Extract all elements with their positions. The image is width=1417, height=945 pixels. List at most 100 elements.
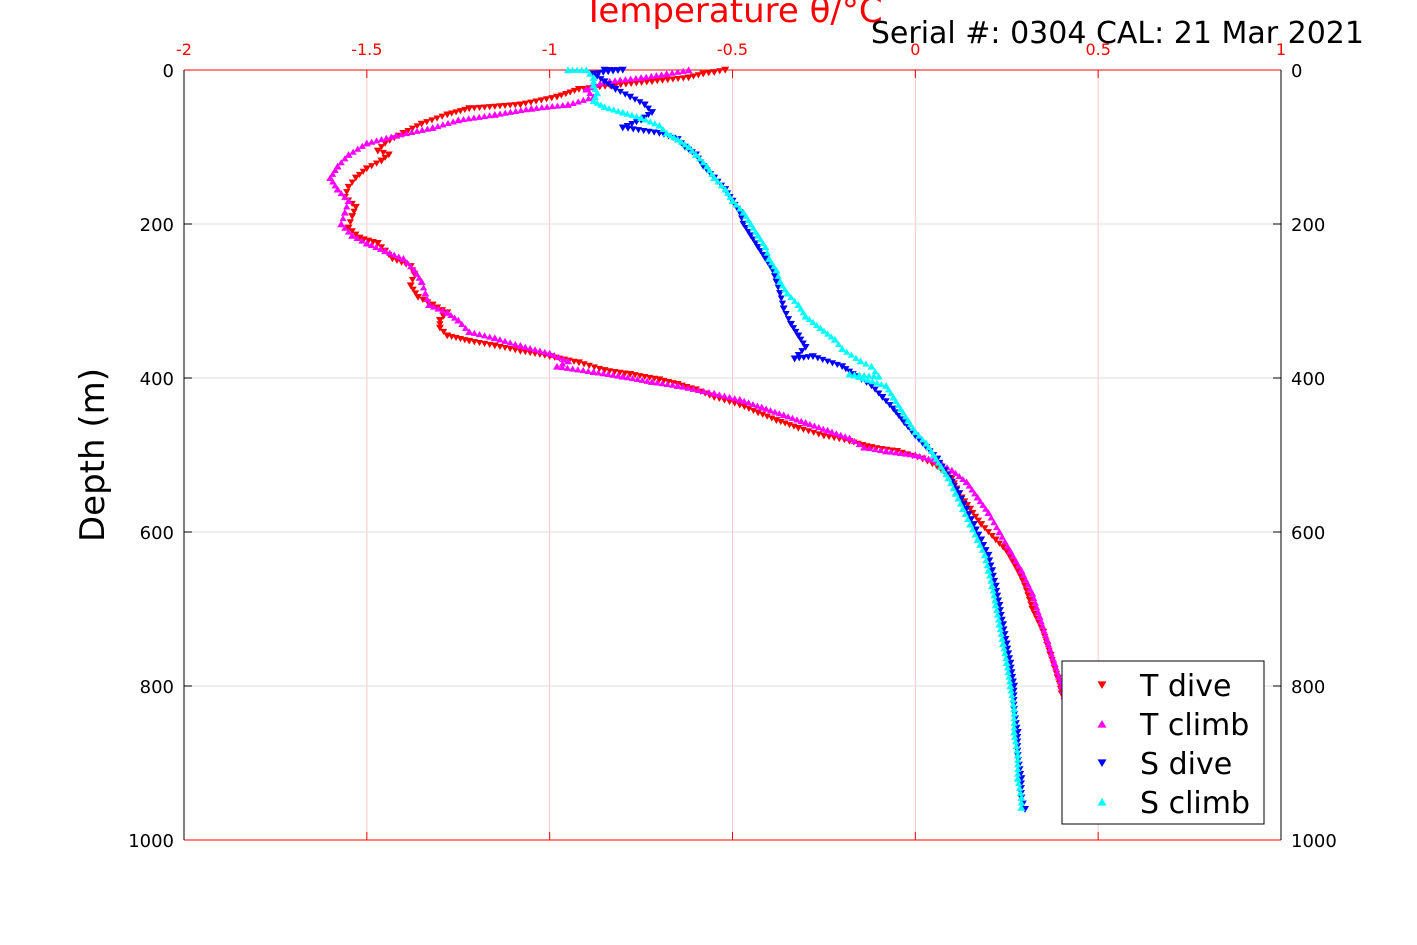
data-point-interp [705,389,713,396]
data-point-interp [337,189,345,197]
data-point [362,239,371,247]
legend-marker [1097,719,1107,728]
data-point-interp [995,540,1004,547]
data-point-interp [892,449,900,456]
data-point-interp [882,398,890,405]
data-point-interp [555,353,563,361]
data-point [589,74,598,81]
data-point [1035,613,1044,620]
data-point-interp [372,160,381,167]
data-point-interp [586,70,594,77]
data-point [721,66,730,74]
data-point-interp [1005,655,1014,662]
data-point-interp [605,105,613,112]
x-tick-label: -0.5 [717,40,748,59]
data-point-interp [1015,779,1023,787]
data-point-interp [470,329,478,336]
data-point-interp [720,397,729,404]
data-point-interp [873,379,881,386]
data-point [710,174,719,181]
x-tick-label: 0 [910,40,920,59]
data-point-interp [485,112,494,119]
data-point-interp [827,333,835,340]
data-point [563,357,572,365]
data-point-interp [1049,655,1057,662]
data-point [582,85,591,93]
data-point-interp [901,450,910,457]
data-point [801,344,810,351]
data-point-interp [407,263,415,270]
data-point-interp [924,455,933,462]
data-point [392,131,401,139]
x-tick-label: -1.5 [351,40,382,59]
data-point-interp [1041,631,1050,639]
legend: T dive T climb S dive S climb [1061,660,1265,825]
data-point [984,509,993,516]
data-point-interp [699,159,707,166]
data-point-interp [916,452,924,460]
data-point-interp [1011,562,1019,569]
data-point-interp [972,513,980,520]
data-point [966,520,975,528]
data-point [977,536,986,544]
data-point-interp [1017,770,1025,778]
data-point-interp [1022,576,1030,583]
data-point-interp [663,380,672,388]
data-point-interp [631,96,639,103]
data-point-interp [1001,631,1009,638]
data-point-interp [329,178,337,185]
data-point-interp [990,519,998,526]
data-point [373,240,382,247]
data-point-interp [1010,715,1018,722]
data-point-interp [586,89,594,96]
data-point [1010,728,1019,736]
data-point-interp [359,168,367,175]
data-point [1028,605,1037,613]
data-point-interp [621,91,629,98]
data-point-interp [501,344,509,352]
data-point-interp [876,446,885,454]
data-point-interp [574,366,582,373]
y-tick-label-left: 800 [140,677,174,698]
data-point-interp [337,159,345,166]
data-point-interp [778,300,787,307]
data-point [424,301,433,309]
data-point [574,359,583,367]
data-point-interp [585,362,593,369]
data-point-interp [906,451,915,458]
data-point [1042,636,1051,643]
data-point-interp [439,121,447,128]
data-point-interp [868,378,876,385]
data-point-interp [932,455,940,462]
data-point [911,428,920,436]
data-point-interp [597,101,605,108]
data-point-interp [331,166,339,173]
data-point-interp [951,470,960,477]
data-point-interp [658,380,666,387]
data-point-interp [789,325,798,332]
data-point [637,114,646,121]
data-point-interp [1006,678,1014,685]
data-point-interp [594,369,603,376]
data-point-interp [920,454,928,461]
data-point [991,536,1000,544]
data-point-interp [688,147,696,154]
data-point-interp [795,355,803,362]
data-point-interp [715,391,723,398]
data-point-interp [1013,747,1021,754]
data-point [1002,659,1011,667]
data-point-interp [799,426,808,433]
data-point-interp [666,131,674,139]
data-point-interp [875,390,883,397]
data-point-interp [809,318,817,326]
data-point-interp [408,125,417,132]
data-point-interp [749,224,757,231]
data-point-interp [681,141,689,148]
data-point-interp [593,73,601,80]
data-point-interp [651,120,659,127]
data-point-interp [971,531,979,538]
data-point-interp [828,360,837,367]
data-point [838,345,847,352]
